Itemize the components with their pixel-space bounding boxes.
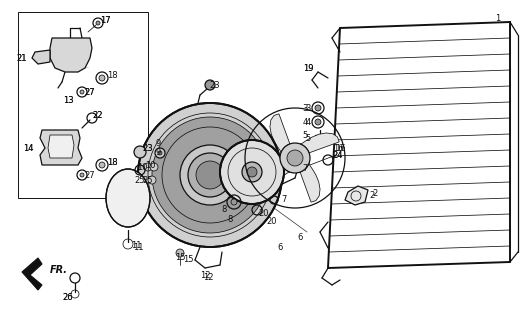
Text: 8: 8 <box>221 205 227 214</box>
Circle shape <box>96 21 100 25</box>
Text: 22: 22 <box>93 110 103 119</box>
Text: 24: 24 <box>333 150 343 159</box>
Text: 9: 9 <box>155 139 161 148</box>
Text: 20: 20 <box>259 210 269 219</box>
Circle shape <box>158 151 162 155</box>
Circle shape <box>280 143 310 173</box>
Text: 14: 14 <box>23 143 33 153</box>
Text: 17: 17 <box>100 15 110 25</box>
Circle shape <box>287 150 303 166</box>
Text: 12: 12 <box>203 274 213 283</box>
Text: 1: 1 <box>495 13 501 22</box>
Circle shape <box>148 176 156 184</box>
Text: 19: 19 <box>302 63 313 73</box>
Text: 26: 26 <box>63 293 73 302</box>
Text: 22: 22 <box>93 110 103 119</box>
Polygon shape <box>270 114 290 153</box>
Polygon shape <box>300 163 320 202</box>
Text: 21: 21 <box>17 53 27 62</box>
Circle shape <box>155 148 165 158</box>
Polygon shape <box>40 130 82 165</box>
Text: 5: 5 <box>305 133 310 142</box>
Text: 18: 18 <box>106 70 118 79</box>
Circle shape <box>99 162 105 168</box>
Text: 25: 25 <box>135 175 145 185</box>
Polygon shape <box>32 50 50 64</box>
Text: 6: 6 <box>297 233 302 242</box>
Circle shape <box>188 153 232 197</box>
Text: 24: 24 <box>333 150 343 159</box>
Circle shape <box>134 146 146 158</box>
Circle shape <box>176 249 184 257</box>
Text: 16: 16 <box>333 143 343 153</box>
Circle shape <box>138 103 282 247</box>
Text: 5: 5 <box>302 131 308 140</box>
Ellipse shape <box>106 169 150 227</box>
Text: 2: 2 <box>369 190 375 199</box>
Text: 7: 7 <box>302 164 308 172</box>
Circle shape <box>242 162 262 182</box>
Text: 8: 8 <box>227 215 233 225</box>
Text: 10: 10 <box>136 163 147 172</box>
Circle shape <box>231 199 237 205</box>
Text: 9: 9 <box>155 148 161 156</box>
Text: 26: 26 <box>63 293 73 302</box>
Polygon shape <box>300 133 339 153</box>
Bar <box>18 12 148 198</box>
Text: 18: 18 <box>106 157 118 166</box>
Text: 20: 20 <box>267 218 277 227</box>
Polygon shape <box>50 38 92 72</box>
Text: 18: 18 <box>106 157 118 166</box>
Text: 13: 13 <box>63 95 73 105</box>
Text: 25: 25 <box>143 175 153 185</box>
Text: 11: 11 <box>131 242 141 251</box>
Text: 3: 3 <box>302 103 308 113</box>
Circle shape <box>150 163 158 171</box>
Polygon shape <box>48 135 74 158</box>
Text: 23: 23 <box>143 143 153 153</box>
Text: 11: 11 <box>133 244 143 252</box>
Circle shape <box>247 167 257 177</box>
Text: 15: 15 <box>183 255 193 265</box>
Text: 17: 17 <box>100 15 110 25</box>
Circle shape <box>315 105 321 111</box>
Text: 21: 21 <box>17 53 27 62</box>
Text: 2: 2 <box>373 188 378 197</box>
Text: 7: 7 <box>281 196 287 204</box>
Circle shape <box>180 145 240 205</box>
Text: 3: 3 <box>305 103 311 113</box>
Circle shape <box>315 119 321 125</box>
Text: 15: 15 <box>175 253 186 262</box>
Polygon shape <box>251 163 290 183</box>
Text: 23: 23 <box>143 143 153 153</box>
Text: 4: 4 <box>305 117 310 126</box>
Text: 12: 12 <box>200 270 210 279</box>
Polygon shape <box>345 186 368 205</box>
Circle shape <box>196 161 224 189</box>
Text: 13: 13 <box>63 95 73 105</box>
Text: FR.: FR. <box>50 265 68 275</box>
Text: 4: 4 <box>302 117 308 126</box>
Text: 23: 23 <box>210 81 220 90</box>
Circle shape <box>80 90 84 94</box>
Circle shape <box>80 173 84 177</box>
Text: 10: 10 <box>145 161 155 170</box>
Circle shape <box>220 140 284 204</box>
Text: 16: 16 <box>335 143 345 153</box>
Polygon shape <box>22 258 42 290</box>
Text: 27: 27 <box>85 171 95 180</box>
Text: 27: 27 <box>85 87 95 97</box>
Circle shape <box>152 117 268 233</box>
Circle shape <box>205 80 215 90</box>
Text: 6: 6 <box>277 244 282 252</box>
Circle shape <box>99 75 105 81</box>
Text: 19: 19 <box>302 63 313 73</box>
Text: 27: 27 <box>85 87 95 97</box>
Text: 14: 14 <box>23 143 33 153</box>
